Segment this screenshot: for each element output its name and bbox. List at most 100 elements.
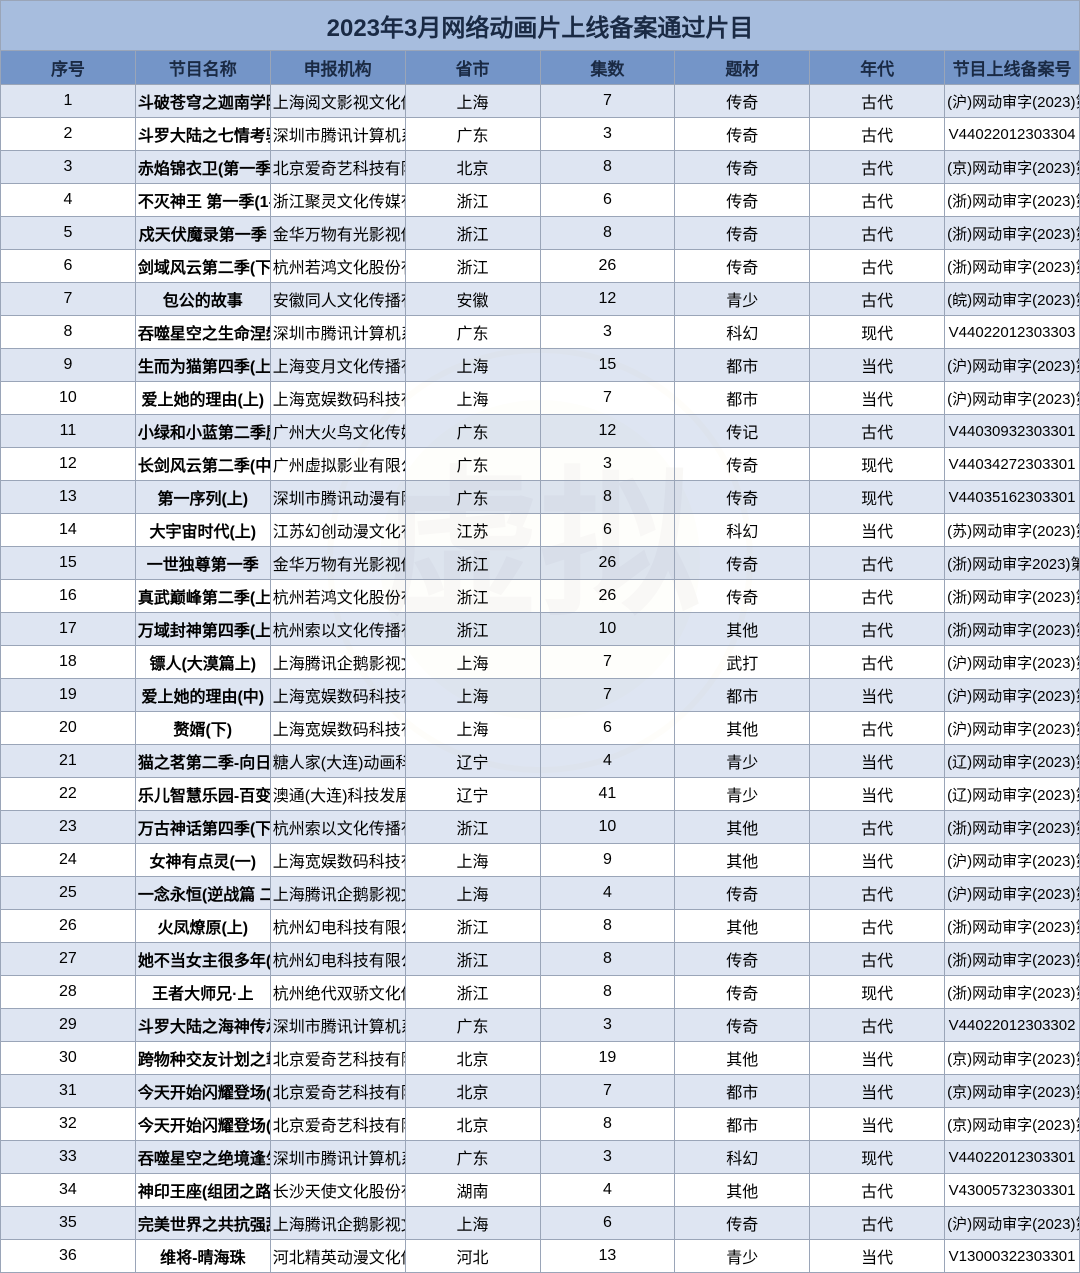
cell-era: 当代 — [810, 1042, 945, 1075]
table-row: 12长剑风云第二季(中)广州虚拟影业有限公司广东3传奇现代V4403427230… — [1, 448, 1080, 481]
cell-episodes: 3 — [540, 316, 675, 349]
cell-theme: 传奇 — [675, 250, 810, 283]
cell-regnum: (沪)网动审字(2023)第013号 — [945, 712, 1080, 745]
cell-theme: 科幻 — [675, 514, 810, 547]
cell-org: 上海腾讯企鹅影视文化传播有限公司 — [270, 877, 405, 910]
cell-regnum: (沪)网动审字(2023)第012号 — [945, 844, 1080, 877]
cell-province: 浙江 — [405, 976, 540, 1009]
cell-regnum: (京)网动审字(2023)第008号 — [945, 151, 1080, 184]
cell-theme: 都市 — [675, 349, 810, 382]
cell-province: 浙江 — [405, 613, 540, 646]
cell-name: 真武巅峰第二季(上) — [135, 580, 270, 613]
cell-index: 34 — [1, 1174, 136, 1207]
cell-era: 古代 — [810, 547, 945, 580]
cell-era: 古代 — [810, 217, 945, 250]
cell-province: 广东 — [405, 1141, 540, 1174]
cell-index: 31 — [1, 1075, 136, 1108]
cell-name: 爱上她的理由(上) — [135, 382, 270, 415]
cell-theme: 其他 — [675, 844, 810, 877]
cell-era: 当代 — [810, 382, 945, 415]
cell-index: 27 — [1, 943, 136, 976]
cell-episodes: 3 — [540, 118, 675, 151]
cell-index: 33 — [1, 1141, 136, 1174]
cell-era: 当代 — [810, 745, 945, 778]
cell-era: 现代 — [810, 481, 945, 514]
cell-era: 古代 — [810, 415, 945, 448]
cell-regnum: (浙)网动审字(2023)第023号 — [945, 217, 1080, 250]
cell-regnum: (沪)网动审字(2023)第018号 — [945, 85, 1080, 118]
cell-org: 北京爱奇艺科技有限公司 — [270, 1108, 405, 1141]
cell-regnum: (浙)网动审字(2023)第019号 — [945, 613, 1080, 646]
table-row: 4不灭神王 第一季(1-6集)浙江聚灵文化传媒有限公司浙江6传奇古代(浙)网动审… — [1, 184, 1080, 217]
cell-name: 小绿和小蓝第二季魔王篇 — [135, 415, 270, 448]
cell-theme: 都市 — [675, 1108, 810, 1141]
cell-episodes: 3 — [540, 448, 675, 481]
cell-regnum: (浙)网动审字(2023)第024号 — [945, 184, 1080, 217]
cell-index: 19 — [1, 679, 136, 712]
table-row: 33吞噬星空之绝境逢生深圳市腾讯计算机系统有限公司广东3科幻现代V4402201… — [1, 1141, 1080, 1174]
cell-theme: 传奇 — [675, 184, 810, 217]
table-row: 36维将-晴海珠河北精英动漫文化传播股份有限公司河北13青少当代V1300032… — [1, 1240, 1080, 1273]
cell-theme: 都市 — [675, 1075, 810, 1108]
cell-episodes: 15 — [540, 349, 675, 382]
cell-theme: 传奇 — [675, 1009, 810, 1042]
cell-province: 广东 — [405, 481, 540, 514]
cell-era: 古代 — [810, 250, 945, 283]
cell-name: 乐儿智慧乐园-百变花绳 — [135, 778, 270, 811]
cell-org: 杭州幻电科技有限公司 — [270, 910, 405, 943]
cell-index: 23 — [1, 811, 136, 844]
cell-index: 29 — [1, 1009, 136, 1042]
cell-episodes: 4 — [540, 1174, 675, 1207]
cell-org: 北京爱奇艺科技有限公司 — [270, 1075, 405, 1108]
cell-province: 江苏 — [405, 514, 540, 547]
cell-province: 上海 — [405, 877, 540, 910]
cell-theme: 青少 — [675, 1240, 810, 1273]
cell-episodes: 3 — [540, 1141, 675, 1174]
cell-name: 赤焰锦衣卫(第一季下) — [135, 151, 270, 184]
cell-theme: 科幻 — [675, 316, 810, 349]
cell-theme: 其他 — [675, 613, 810, 646]
cell-province: 湖南 — [405, 1174, 540, 1207]
cell-org: 糖人家(大连)动画科技有限公司 — [270, 745, 405, 778]
cell-era: 当代 — [810, 778, 945, 811]
table-row: 23万古神话第四季(下)杭州索以文化传播有限公司浙江10其他古代(浙)网动审字(… — [1, 811, 1080, 844]
cell-episodes: 7 — [540, 85, 675, 118]
cell-regnum: (辽)网动审字(2023)第003号 — [945, 745, 1080, 778]
table-row: 8吞噬星空之生命涅槃深圳市腾讯计算机系统有限公司广东3科幻现代V44022012… — [1, 316, 1080, 349]
cell-regnum: (浙)网动审字2023)第021号 — [945, 547, 1080, 580]
cell-org: 深圳市腾讯计算机系统有限公司 — [270, 118, 405, 151]
cell-regnum: V44035162303301 — [945, 481, 1080, 514]
cell-org: 河北精英动漫文化传播股份有限公司 — [270, 1240, 405, 1273]
table-row: 17万域封神第四季(上)杭州索以文化传播有限公司浙江10其他古代(浙)网动审字(… — [1, 613, 1080, 646]
cell-era: 当代 — [810, 349, 945, 382]
col-header-org: 申报机构 — [270, 51, 405, 85]
cell-regnum: (辽)网动审字(2023)第002号 — [945, 778, 1080, 811]
table-container: 虚拟 2023年3月网络动画片上线备案通过片目 序号 节目名称 申报机构 省市 … — [0, 0, 1080, 1273]
cell-name: 女神有点灵(一) — [135, 844, 270, 877]
cell-province: 上海 — [405, 712, 540, 745]
cell-era: 古代 — [810, 1009, 945, 1042]
cell-regnum: V44030932303301 — [945, 415, 1080, 448]
cell-org: 上海变月文化传播有限公司 — [270, 349, 405, 382]
table-row: 26火凤燎原(上)杭州幻电科技有限公司浙江8其他古代(浙)网动审字(2023)第… — [1, 910, 1080, 943]
table-row: 15一世独尊第一季金华万物有光影视传播有限公司浙江26传奇古代(浙)网动审字20… — [1, 547, 1080, 580]
table-row: 24女神有点灵(一)上海宽娱数码科技有限公司上海9其他当代(沪)网动审字(202… — [1, 844, 1080, 877]
cell-regnum: V44022012303304 — [945, 118, 1080, 151]
cell-episodes: 12 — [540, 415, 675, 448]
cell-index: 16 — [1, 580, 136, 613]
cell-org: 广州大火鸟文化传媒有限公司 — [270, 415, 405, 448]
header-row: 序号 节目名称 申报机构 省市 集数 题材 年代 节目上线备案号 — [1, 51, 1080, 85]
cell-org: 浙江聚灵文化传媒有限公司 — [270, 184, 405, 217]
cell-regnum: (苏)网动审字(2023)第002号 — [945, 514, 1080, 547]
cell-regnum: (浙)网动审字(2023)第022号 — [945, 250, 1080, 283]
cell-org: 上海腾讯企鹅影视文化传播有限公司 — [270, 1207, 405, 1240]
cell-theme: 武打 — [675, 646, 810, 679]
cell-province: 浙江 — [405, 250, 540, 283]
cell-theme: 其他 — [675, 1174, 810, 1207]
cell-index: 12 — [1, 448, 136, 481]
table-row: 11小绿和小蓝第二季魔王篇广州大火鸟文化传媒有限公司广东12传记古代V44030… — [1, 415, 1080, 448]
cell-era: 当代 — [810, 514, 945, 547]
cell-name: 完美世界之共抗强敌 — [135, 1207, 270, 1240]
cell-index: 4 — [1, 184, 136, 217]
cell-era: 古代 — [810, 646, 945, 679]
